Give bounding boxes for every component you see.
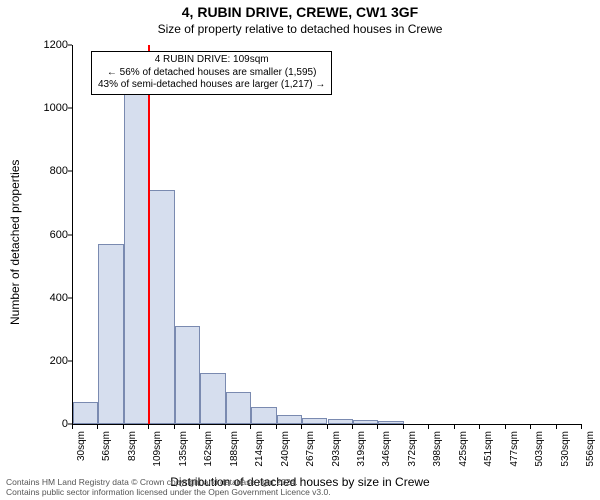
y-tick-label: 800 — [30, 165, 68, 177]
x-tick-label: 30sqm — [76, 431, 87, 481]
x-tick-label: 503sqm — [534, 431, 545, 481]
x-tick-label: 83sqm — [127, 431, 138, 481]
x-tick-label: 214sqm — [254, 431, 265, 481]
x-tick-mark — [352, 425, 353, 429]
histogram-bar — [328, 419, 353, 424]
x-tick-label: 240sqm — [280, 431, 291, 481]
x-tick-label: 135sqm — [178, 431, 189, 481]
x-tick-label: 319sqm — [356, 431, 367, 481]
x-tick-mark — [556, 425, 557, 429]
property-marker — [148, 45, 150, 424]
x-tick-label: 293sqm — [331, 431, 342, 481]
y-tick-label: 400 — [30, 292, 68, 304]
annotation-box: 4 RUBIN DRIVE: 109sqm ← 56% of detached … — [91, 51, 332, 95]
histogram-bar — [302, 418, 327, 424]
histogram-bar — [353, 420, 378, 424]
histogram-bar — [200, 373, 225, 424]
annotation-line1: 4 RUBIN DRIVE: 109sqm — [98, 54, 325, 67]
x-tick-label: 425sqm — [458, 431, 469, 481]
x-tick-mark — [581, 425, 582, 429]
x-tick-label: 267sqm — [305, 431, 316, 481]
histogram-bar — [73, 402, 98, 424]
x-tick-mark — [97, 425, 98, 429]
x-tick-mark — [123, 425, 124, 429]
chart-subtitle: Size of property relative to detached ho… — [0, 22, 600, 36]
x-tick-mark — [174, 425, 175, 429]
x-tick-label: 56sqm — [101, 431, 112, 481]
x-tick-mark — [301, 425, 302, 429]
annotation-line2: ← 56% of detached houses are smaller (1,… — [98, 67, 325, 80]
x-tick-mark — [454, 425, 455, 429]
y-tick-label: 600 — [30, 229, 68, 241]
x-tick-mark — [199, 425, 200, 429]
x-tick-label: 109sqm — [152, 431, 163, 481]
histogram-bar — [251, 407, 276, 424]
x-tick-mark — [72, 425, 73, 429]
x-tick-label: 477sqm — [509, 431, 520, 481]
histogram-bar — [124, 89, 149, 424]
y-tick-label: 0 — [30, 418, 68, 430]
x-tick-label: 372sqm — [407, 431, 418, 481]
chart-container: 4, RUBIN DRIVE, CREWE, CW1 3GF Size of p… — [0, 0, 600, 500]
histogram-bar — [378, 421, 403, 424]
histogram-bar — [98, 244, 123, 424]
y-tick-label: 200 — [30, 355, 68, 367]
x-tick-mark — [148, 425, 149, 429]
x-tick-label: 162sqm — [203, 431, 214, 481]
annotation-line3: 43% of semi-detached houses are larger (… — [98, 79, 325, 92]
x-tick-mark — [479, 425, 480, 429]
histogram-bar — [149, 190, 174, 424]
histogram-bar — [175, 326, 200, 424]
x-tick-label: 346sqm — [381, 431, 392, 481]
x-tick-mark — [403, 425, 404, 429]
plot-area: 4 RUBIN DRIVE: 109sqm ← 56% of detached … — [72, 45, 582, 425]
x-tick-mark — [225, 425, 226, 429]
x-tick-mark — [530, 425, 531, 429]
chart-title: 4, RUBIN DRIVE, CREWE, CW1 3GF — [0, 4, 600, 20]
x-tick-mark — [250, 425, 251, 429]
x-tick-mark — [327, 425, 328, 429]
x-tick-mark — [428, 425, 429, 429]
y-tick-label: 1200 — [30, 39, 68, 51]
x-tick-label: 398sqm — [432, 431, 443, 481]
x-tick-mark — [276, 425, 277, 429]
x-tick-label: 530sqm — [560, 431, 571, 481]
x-tick-mark — [377, 425, 378, 429]
x-tick-label: 188sqm — [229, 431, 240, 481]
copyright: Contains HM Land Registry data © Crown c… — [6, 478, 331, 498]
copyright-line2: Contains public sector information licen… — [6, 488, 331, 498]
x-tick-label: 556sqm — [585, 431, 596, 481]
histogram-bar — [226, 392, 251, 424]
x-tick-mark — [505, 425, 506, 429]
y-axis-label: Number of detached properties — [8, 160, 22, 325]
y-tick-label: 1000 — [30, 102, 68, 114]
histogram-bar — [277, 415, 302, 424]
x-tick-label: 451sqm — [483, 431, 494, 481]
